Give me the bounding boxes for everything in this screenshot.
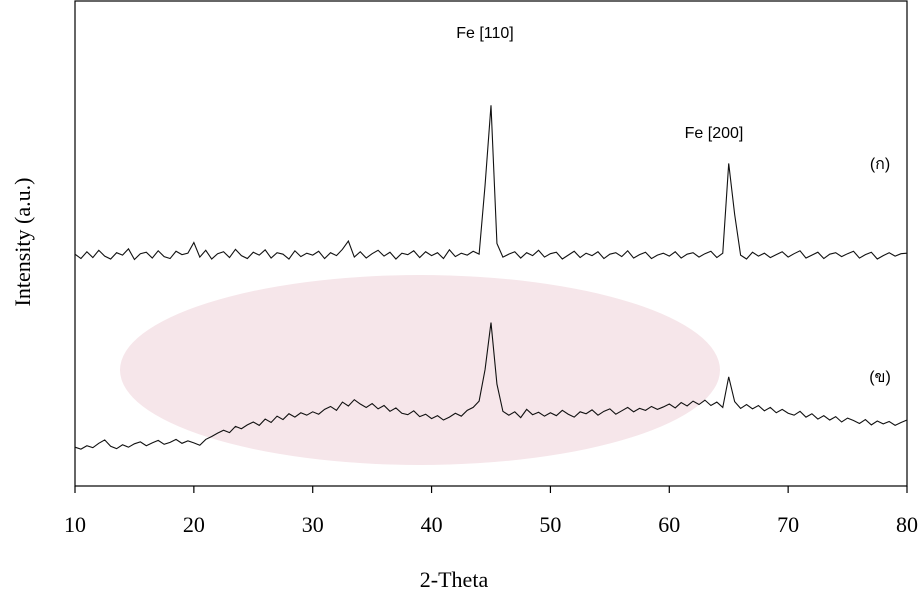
data-line: [74, 322, 908, 450]
x-tick-label: 80: [896, 512, 918, 537]
x-tick-label: 20: [183, 512, 205, 537]
x-tick-label: 50: [539, 512, 561, 537]
annotation: Fe [110]: [456, 25, 514, 42]
annotation: Fe [200]: [685, 125, 744, 142]
annotation: (ก): [870, 156, 890, 173]
x-tick-label: 30: [302, 512, 324, 537]
watermark: [120, 275, 720, 465]
x-tick-label: 60: [658, 512, 680, 537]
plot-frame: [74, 0, 908, 487]
y-axis-label: Intensity (a.u.): [10, 178, 35, 307]
x-tick-label: 10: [64, 512, 86, 537]
x-tick-label: 40: [421, 512, 443, 537]
x-tick-label: 70: [777, 512, 799, 537]
annotation: (ข): [869, 369, 891, 386]
data-line: [74, 105, 908, 261]
x-axis-label: 2-Theta: [420, 567, 489, 592]
